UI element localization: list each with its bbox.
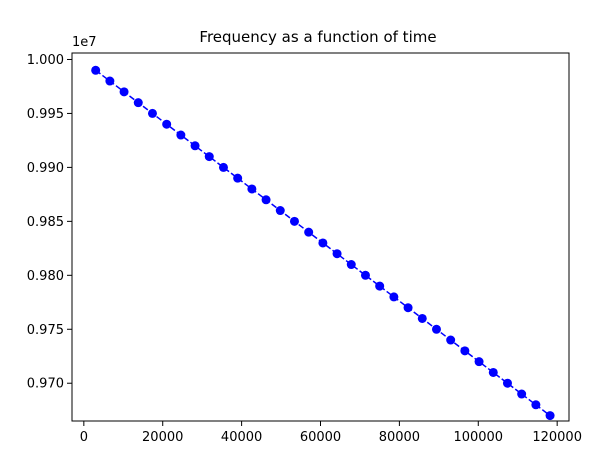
data-point — [275, 206, 285, 216]
data-point — [389, 292, 399, 302]
chart-title: Frequency as a function of time — [199, 28, 436, 46]
x-tick-label: 60000 — [300, 430, 341, 445]
data-point — [304, 227, 314, 237]
data-point — [502, 378, 512, 388]
data-point — [176, 130, 186, 140]
y-tick-label: 0.995 — [27, 107, 64, 122]
data-point — [162, 119, 172, 129]
x-tick-label: 40000 — [221, 430, 262, 445]
x-tick-label: 80000 — [379, 430, 420, 445]
data-point — [474, 357, 484, 367]
data-point — [190, 141, 200, 151]
data-point — [360, 270, 370, 280]
x-tick-label: 20000 — [142, 430, 183, 445]
data-point — [204, 152, 214, 162]
data-point — [417, 313, 427, 323]
data-point — [261, 195, 271, 205]
data-point — [446, 335, 456, 345]
data-point — [91, 65, 101, 75]
data-point — [133, 98, 143, 108]
data-point — [332, 249, 342, 259]
data-point — [375, 281, 385, 291]
x-axis-ticks: 0 20000 40000 60000 80000 100000 120000 — [80, 421, 582, 445]
data-point — [431, 324, 441, 334]
y-tick-label: 0.970 — [27, 377, 64, 392]
y-tick-label: 0.985 — [27, 215, 64, 230]
data-point — [545, 411, 555, 421]
data-point — [147, 108, 157, 118]
x-tick-label: 100000 — [453, 430, 503, 445]
data-point — [517, 389, 527, 399]
data-point — [488, 367, 498, 377]
x-tick-label: 120000 — [532, 430, 582, 445]
data-point — [460, 346, 470, 356]
data-point — [105, 76, 115, 86]
data-point — [247, 184, 257, 194]
data-point — [289, 216, 299, 226]
y-tick-label: 0.975 — [27, 323, 64, 338]
data-point — [119, 87, 129, 97]
data-point — [346, 260, 356, 270]
data-point — [403, 303, 413, 313]
series-layer — [91, 65, 555, 421]
data-point — [318, 238, 328, 248]
data-point — [218, 162, 228, 172]
y-tick-label: 1.000 — [27, 53, 64, 68]
x-tick-label: 0 — [80, 430, 88, 445]
y-tick-label: 0.990 — [27, 161, 64, 176]
y-tick-label: 0.980 — [27, 269, 64, 284]
y-axis-ticks: 0.970 0.975 0.980 0.985 0.990 0.995 1.000 — [27, 53, 72, 392]
y-axis-offset-label: 1e7 — [72, 35, 97, 50]
data-point — [233, 173, 243, 183]
data-point — [531, 400, 541, 410]
plot-area-frame — [71, 52, 570, 422]
